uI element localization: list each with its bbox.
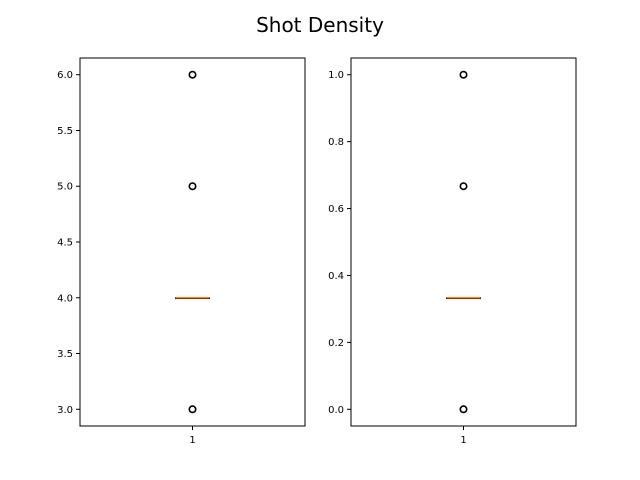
left-outlier-point (188, 182, 197, 191)
right-y-tick-label: 0.6 (328, 204, 344, 215)
right-outlier-point (459, 182, 468, 191)
right-y-tick-label: 0.8 (328, 137, 344, 148)
figure-title: Shot Density (256, 13, 384, 37)
right-outlier-point (459, 405, 468, 414)
left-y-tick-label: 4.0 (57, 293, 73, 304)
right-subplot: 0.0 0.2 0.4 0.6 0.8 1.0 1 (328, 57, 577, 446)
left-y-tick-label: 5.5 (57, 126, 73, 137)
left-x-tick-label: 1 (189, 435, 195, 446)
right-y-tick-label: 0.2 (328, 338, 344, 349)
left-y-tick-label: 4.5 (57, 238, 73, 249)
right-x-tick-label: 1 (460, 435, 466, 446)
right-y-tick-label: 1.0 (328, 70, 344, 81)
left-outlier-point (188, 405, 197, 414)
right-y-tick-label: 0.0 (328, 405, 344, 416)
right-outlier-point (459, 70, 468, 79)
left-y-tick-label: 3.5 (57, 349, 73, 360)
left-outlier-point (188, 70, 197, 79)
right-y-tick-label: 0.4 (328, 271, 344, 282)
left-y-tick-label: 6.0 (57, 70, 73, 81)
left-y-tick-label: 5.0 (57, 182, 73, 193)
left-y-tick-label: 3.0 (57, 405, 73, 416)
left-subplot: 3.0 3.5 4.0 4.5 5.0 5.5 6.0 1 (57, 57, 306, 446)
